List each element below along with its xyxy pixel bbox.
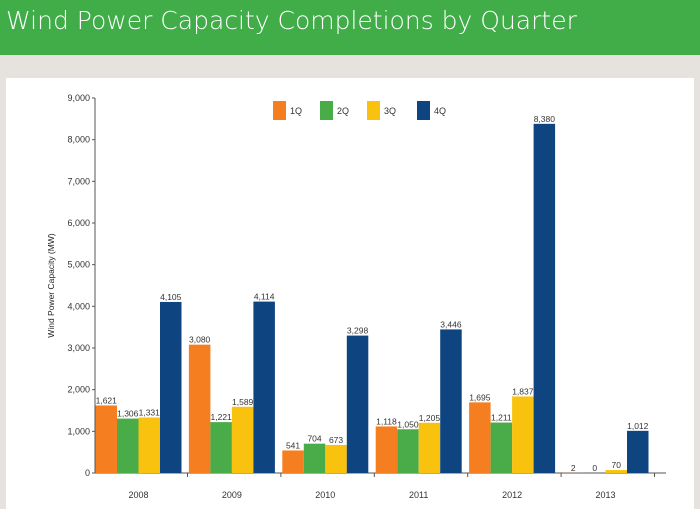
- legend-swatch-3Q: [367, 101, 380, 120]
- data-label-2008-1Q: 1,621: [96, 395, 118, 405]
- data-label-2011-3Q: 1,205: [419, 413, 441, 423]
- data-label-2012-1Q: 1,695: [469, 392, 491, 402]
- header-bar: Wind Power Capacity Completions by Quart…: [0, 0, 700, 55]
- x-tick-label: 2010: [315, 490, 335, 500]
- bar-2011-4Q: [440, 329, 462, 473]
- y-tick-label: 9,000: [67, 93, 90, 103]
- bar-2013-4Q: [627, 430, 649, 473]
- bar-2012-4Q: [533, 123, 556, 474]
- data-label-2011-4Q: 3,446: [440, 319, 462, 329]
- bar-2009-2Q: [210, 422, 232, 473]
- data-label-2009-2Q: 1,221: [211, 412, 233, 422]
- data-label-2013-2Q: 0: [592, 463, 597, 473]
- legend-label-2Q: 2Q: [337, 106, 349, 116]
- y-tick-label: 0: [85, 468, 90, 478]
- data-label-2013-1Q: 2: [571, 463, 576, 473]
- x-tick-label: 2011: [409, 490, 428, 500]
- y-tick-label: 7,000: [67, 176, 90, 186]
- bar-2008-3Q: [138, 417, 160, 473]
- data-label-2012-4Q: 8,380: [534, 114, 556, 124]
- bar-2009-1Q: [188, 344, 211, 473]
- data-label-2012-3Q: 1,837: [512, 386, 534, 396]
- data-label-2010-4Q: 3,298: [347, 326, 369, 336]
- legend-swatch-2Q: [320, 101, 333, 120]
- data-label-2008-2Q: 1,306: [117, 409, 139, 419]
- bar-2011-1Q: [375, 426, 398, 473]
- y-axis-title: Wind Power Capacity (MW): [46, 233, 56, 338]
- data-label-2012-2Q: 1,211: [491, 413, 512, 423]
- data-label-2010-2Q: 704: [307, 434, 321, 444]
- bar-2009-4Q: [253, 301, 275, 473]
- legend-label-4Q: 4Q: [434, 106, 446, 116]
- y-tick-label: 2,000: [67, 385, 90, 395]
- x-tick-label: 2013: [595, 490, 615, 500]
- x-tick-label: 2012: [502, 490, 522, 500]
- bar-2012-1Q: [469, 402, 491, 473]
- data-label-2011-1Q: 1,118: [376, 416, 397, 426]
- y-tick-label: 4,000: [67, 301, 90, 311]
- y-tick-label: 8,000: [67, 135, 90, 145]
- page-title: Wind Power Capacity Completions by Quart…: [6, 6, 577, 35]
- data-label-2013-3Q: 70: [612, 460, 622, 470]
- y-tick-label: 1,000: [67, 426, 90, 436]
- data-label-2008-4Q: 4,105: [160, 292, 182, 302]
- bar-2010-4Q: [346, 335, 369, 473]
- x-tick-label: 2008: [128, 490, 148, 500]
- bar-2013-3Q: [605, 470, 627, 473]
- legend-swatch-1Q: [273, 101, 286, 120]
- data-label-2008-3Q: 1,331: [139, 408, 161, 418]
- bar-2010-1Q: [282, 450, 304, 473]
- y-tick-label: 6,000: [67, 218, 90, 228]
- bar-2012-3Q: [512, 396, 534, 473]
- x-tick-label: 2009: [222, 490, 242, 500]
- data-label-2013-4Q: 1,012: [627, 421, 649, 431]
- y-tick-label: 3,000: [67, 343, 90, 353]
- bar-2011-2Q: [397, 429, 419, 473]
- legend-label-3Q: 3Q: [384, 106, 396, 116]
- bar-2010-2Q: [303, 443, 326, 473]
- bar-2008-2Q: [117, 418, 139, 473]
- data-label-2010-1Q: 541: [286, 440, 300, 450]
- data-label-2009-4Q: 4,114: [254, 292, 275, 302]
- data-label-2011-2Q: 1,050: [397, 419, 419, 429]
- bar-2008-4Q: [160, 301, 182, 473]
- bar-chart: 0 1,000 2,000 3,000 4,000 5,000 6,000 7,000 8,00…: [46, 93, 666, 500]
- y-tick-label: 5,000: [67, 260, 90, 270]
- chart-panel: 0 1,000 2,000 3,000 4,000 5,000 6,000 7,000 8,00…: [6, 78, 694, 509]
- bar-2012-2Q: [490, 422, 513, 473]
- bar-2010-3Q: [325, 444, 347, 473]
- data-label-2009-1Q: 3,080: [189, 335, 211, 345]
- bar-2011-3Q: [418, 422, 441, 473]
- data-label-2010-3Q: 673: [329, 435, 343, 445]
- data-label-2009-3Q: 1,589: [232, 397, 254, 407]
- legend-swatch-4Q: [417, 101, 430, 120]
- bar-2009-3Q: [231, 406, 254, 473]
- legend-label-1Q: 1Q: [290, 106, 302, 116]
- bar-2008-1Q: [95, 405, 117, 473]
